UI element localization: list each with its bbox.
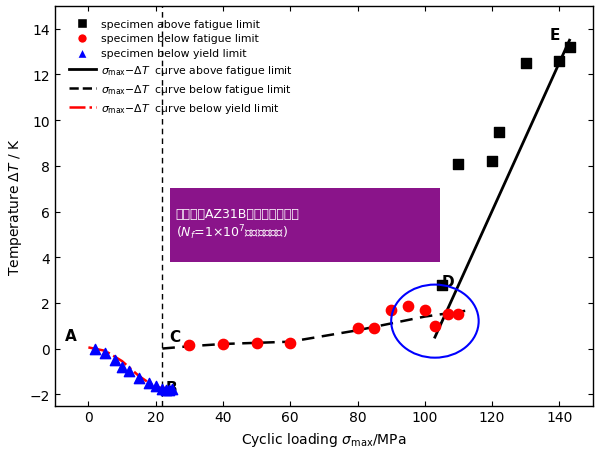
- X-axis label: Cyclic loading $\sigma_{\rm max}$/MPa: Cyclic loading $\sigma_{\rm max}$/MPa: [241, 430, 407, 448]
- Point: [403, 303, 413, 310]
- Point: [454, 311, 463, 318]
- Point: [134, 375, 143, 382]
- Point: [161, 386, 170, 394]
- Y-axis label: Temperature $\Delta T$ / K: Temperature $\Delta T$ / K: [7, 137, 24, 275]
- Point: [443, 311, 453, 318]
- Text: D: D: [442, 274, 454, 289]
- Point: [151, 383, 160, 390]
- Text: A: A: [65, 328, 77, 343]
- Point: [218, 341, 228, 348]
- Point: [521, 60, 530, 67]
- Point: [91, 345, 100, 353]
- Point: [100, 350, 110, 357]
- Point: [124, 368, 134, 375]
- Text: 两线交点AZ31B镁合金疲劳极限
(​$N_f$=1×10$^7$对应疲劳载荷): 两线交点AZ31B镁合金疲劳极限 (​$N_f$=1×10$^7$对应疲劳载荷): [176, 207, 300, 242]
- Point: [144, 379, 154, 387]
- Point: [386, 306, 396, 313]
- Point: [117, 364, 127, 371]
- Point: [353, 324, 362, 332]
- Point: [554, 58, 564, 65]
- Point: [167, 385, 177, 392]
- Point: [494, 129, 503, 136]
- Point: [370, 324, 379, 332]
- Point: [252, 339, 262, 347]
- Text: B: B: [166, 380, 178, 395]
- Point: [164, 386, 174, 394]
- Point: [110, 357, 120, 364]
- Point: [420, 306, 430, 313]
- Point: [430, 322, 440, 329]
- FancyBboxPatch shape: [170, 188, 440, 262]
- Point: [487, 158, 497, 166]
- Point: [565, 44, 574, 51]
- Point: [286, 339, 295, 347]
- Point: [185, 342, 194, 349]
- Legend: specimen above fatigue limit, specimen below fatigue limit, specimen below yield: specimen above fatigue limit, specimen b…: [65, 16, 296, 119]
- Text: E: E: [550, 28, 560, 43]
- Point: [158, 385, 167, 392]
- Text: C: C: [169, 329, 180, 344]
- Point: [437, 281, 446, 288]
- Point: [454, 161, 463, 168]
